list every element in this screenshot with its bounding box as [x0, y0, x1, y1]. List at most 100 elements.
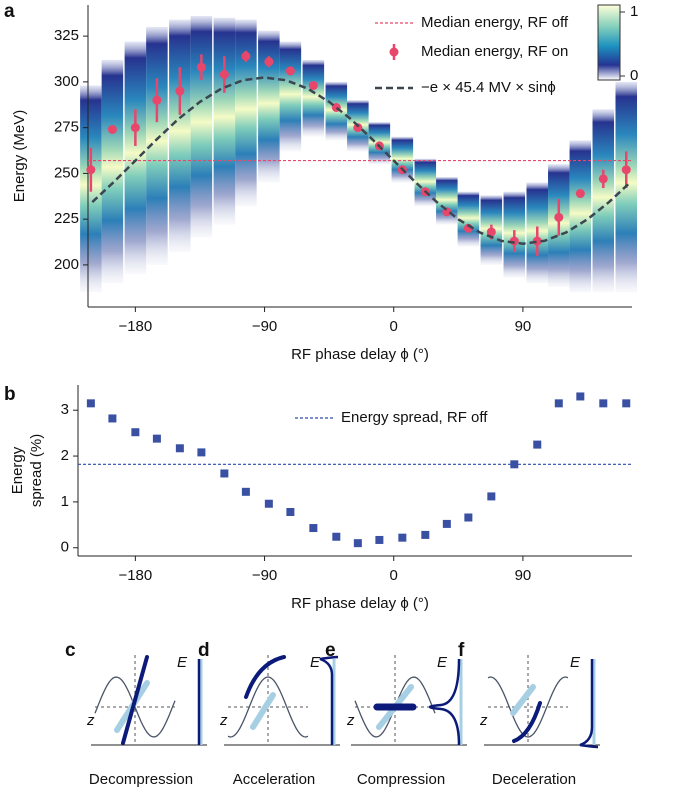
heatmap-column: [235, 19, 257, 207]
spread-point: [220, 469, 229, 478]
y-axis-label: Energy: [9, 446, 26, 494]
spread-point: [86, 399, 95, 408]
energy-dist: [428, 658, 461, 746]
z-label: z: [346, 712, 355, 729]
schematic-panel: d Ez Acceleration: [198, 640, 340, 788]
spread-point: [353, 539, 362, 548]
spread-point: [554, 399, 563, 408]
panel-letter: f: [458, 640, 465, 661]
spread-point: [533, 440, 542, 449]
y-tick-label: 0: [61, 539, 69, 556]
x-axis-label: RF phase delay ϕ (°): [291, 595, 429, 612]
spread-point: [152, 434, 161, 443]
x-tick-label: 90: [515, 567, 532, 584]
schematic-panel: c Ez Decompression: [65, 640, 207, 788]
heatmap-column: [124, 41, 147, 275]
panel-caption: Decompression: [89, 771, 193, 788]
spread-point: [175, 444, 184, 453]
heatmap-column: [169, 19, 191, 253]
x-tick-label: 90: [515, 318, 532, 335]
heatmap-column: [592, 109, 615, 293]
median-point: [130, 123, 140, 133]
y-tick-label: 300: [54, 73, 79, 90]
z-label: z: [219, 712, 228, 729]
y-tick-label: 250: [54, 164, 79, 181]
median-point: [196, 62, 206, 72]
panel-caption: Acceleration: [233, 771, 316, 788]
z-label: z: [86, 712, 95, 729]
spread-point: [332, 532, 341, 541]
x-tick-label: 0: [390, 567, 398, 584]
median-point: [285, 66, 295, 76]
heatmap-column: [258, 30, 280, 183]
spread-point: [576, 392, 585, 401]
chart-b: b −180 −90 0 90 0 1 2 3 RF phase delay ϕ (°) Energ…: [4, 384, 632, 612]
schematic-panel: e Ez Compression: [325, 640, 467, 788]
energy-dist: [579, 659, 599, 749]
x-tick-label: −180: [118, 318, 152, 335]
legend-label: Median energy, RF on: [421, 43, 568, 60]
x-axis-label: RF phase delay ϕ (°): [291, 346, 429, 363]
spread-point: [309, 524, 318, 533]
spread-point: [286, 507, 295, 516]
spread-point: [197, 448, 206, 457]
median-point: [152, 95, 162, 105]
y-tick-label: 275: [54, 119, 79, 136]
median-point: [621, 165, 631, 175]
legend-label: −e × 45.4 MV × sinϕ: [421, 79, 556, 96]
heatmap-column: [190, 15, 213, 238]
spread-point: [487, 492, 496, 501]
energy-label: E: [437, 654, 448, 671]
x-tick-label: −90: [252, 318, 277, 335]
median-point: [219, 70, 229, 80]
spread-point: [622, 399, 631, 408]
median-point: [598, 174, 608, 184]
bunch-initial: [250, 692, 276, 730]
heatmap-column: [414, 158, 437, 207]
bunch-final: [121, 655, 149, 745]
spread-point: [464, 513, 473, 522]
energy-label: E: [177, 654, 188, 671]
x-tick-label: 0: [390, 318, 398, 335]
median-point: [241, 51, 251, 61]
rf-wave: [487, 676, 569, 738]
spread-point: [264, 499, 273, 508]
rf-wave: [227, 676, 309, 738]
bunch-initial: [510, 684, 536, 716]
y-tick-label: 2: [61, 447, 69, 464]
y-tick-label: 225: [54, 210, 79, 227]
bunch-final: [512, 701, 542, 743]
y-tick-label: 200: [54, 256, 79, 273]
x-tick-label: −180: [118, 567, 152, 584]
energy-label: E: [310, 654, 321, 671]
spread-point: [108, 414, 117, 423]
legend-label: Energy spread, RF off: [341, 409, 488, 426]
heatmap-column: [436, 177, 458, 225]
median-point: [486, 227, 496, 237]
colorbar-tick-label: 0: [630, 67, 638, 84]
heatmap-column: [391, 136, 414, 183]
spread-point: [131, 428, 140, 437]
median-point: [264, 57, 274, 67]
panel-letter: c: [65, 640, 76, 661]
heatmap-column: [146, 26, 168, 265]
spread-point: [599, 399, 608, 408]
panel-caption: Compression: [357, 771, 445, 788]
spread-point: [510, 460, 519, 469]
spread-point: [241, 487, 250, 496]
median-point: [554, 212, 564, 222]
legend-label: Median energy, RF off: [421, 14, 569, 31]
heatmap-column: [302, 59, 325, 137]
y-axis-label: Energy (MeV): [11, 110, 28, 203]
spread-point: [398, 533, 407, 542]
colorbar-tick-label: 1: [630, 3, 638, 20]
y-tick-label: 325: [54, 27, 79, 44]
heatmap-column: [457, 191, 480, 247]
spread-point: [421, 530, 430, 539]
panel-letter: d: [198, 640, 210, 661]
median-point: [353, 123, 363, 133]
spread-point: [375, 535, 384, 544]
panel-letter: e: [325, 640, 336, 661]
heatmap-column: [569, 140, 592, 293]
